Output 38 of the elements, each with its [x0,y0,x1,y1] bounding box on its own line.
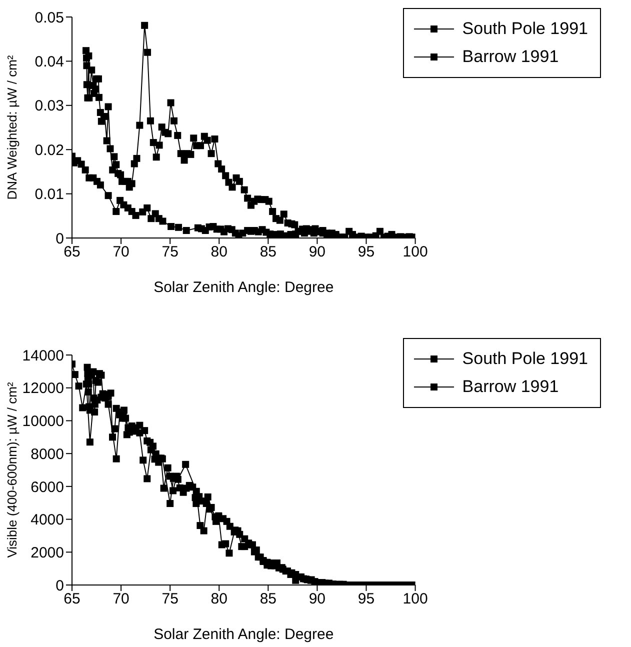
legend-label: South Pole 1991 [462,349,588,369]
y-axis-title: Visible (400-600nm): µW / cm² [4,382,20,558]
y-tick-label: 4000 [30,512,64,529]
y-tick-label: 6000 [30,478,64,496]
y-tick-label: 10000 [22,413,64,430]
x-tick-label: 85 [260,590,277,608]
y-tick-label: 0.02 [34,142,64,159]
legend-label: South Pole 1991 [462,19,588,39]
y-axis-title: DNA Weighted: µW / cm² [4,54,20,200]
y-tick-label: 2000 [30,544,64,562]
x-tick-label: 90 [308,244,326,261]
x-tick-label: 95 [358,590,375,608]
x-tick-label: 65 [64,590,80,608]
legend-label: Barrow 1991 [462,377,559,397]
x-tick-label: 80 [210,590,228,608]
y-tick-label: 0 [56,577,64,594]
x-tick-label: 65 [64,244,80,261]
x-tick-label: 70 [112,590,130,608]
x-tick-label: 90 [308,590,326,608]
x-tick-label: 75 [162,590,178,608]
y-tick-label: 8000 [30,446,64,463]
y-tick-label: 0.05 [34,9,64,26]
x-tick-label: 85 [260,244,277,261]
y-tick-label: 0.04 [34,54,64,71]
x-tick-label: 100 [402,590,428,608]
x-tick-label: 100 [402,244,428,261]
x-tick-label: 75 [162,244,178,261]
x-axis-title: Solar Zenith Angle: Degree [154,279,334,296]
x-tick-label: 70 [112,244,130,261]
y-tick-label: 0 [56,230,64,248]
legend-label: Barrow 1991 [462,47,559,67]
x-axis-title: Solar Zenith Angle: Degree [154,626,334,643]
y-tick-label: 12000 [22,380,64,398]
x-tick-label: 95 [358,244,375,261]
y-tick-label: 0.01 [34,186,64,204]
y-tick-label: 0.03 [34,98,64,115]
y-tick-label: 14000 [22,347,64,364]
x-tick-label: 80 [210,244,228,261]
